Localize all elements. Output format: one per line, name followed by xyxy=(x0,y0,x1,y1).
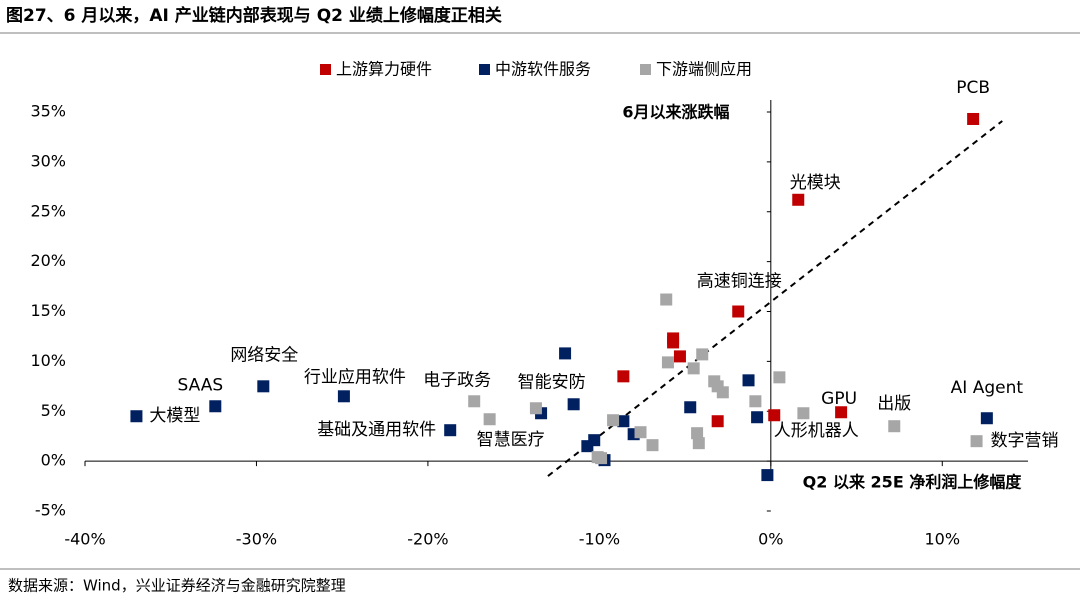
point-label: 行业应用软件 xyxy=(304,367,406,387)
y-tick-label: 10% xyxy=(30,351,66,370)
point-label: 出版 xyxy=(877,394,911,414)
point xyxy=(673,350,686,363)
source: 数据来源：Wind，兴业证券经济与金融研究院整理 xyxy=(8,577,346,595)
point xyxy=(617,370,630,383)
x-tick-label: 0% xyxy=(758,530,783,549)
point-label: AI Agent xyxy=(951,378,1024,398)
legend-label: 上游算力硬件 xyxy=(336,60,432,79)
point xyxy=(967,112,980,125)
point-label: 数字营销 xyxy=(991,431,1059,451)
x-tick-label: -40% xyxy=(64,530,105,549)
y-tick-label: 5% xyxy=(41,401,66,420)
point xyxy=(607,414,620,427)
x-tick-label: -10% xyxy=(579,530,620,549)
point xyxy=(209,400,222,413)
point xyxy=(980,412,993,425)
point xyxy=(529,402,542,415)
point xyxy=(768,409,781,422)
point-label: 大模型 xyxy=(149,406,200,426)
point-label: GPU xyxy=(821,389,857,409)
x-tick-label: -20% xyxy=(407,530,448,549)
point xyxy=(742,374,755,387)
point xyxy=(559,347,572,360)
y-tick-label: 25% xyxy=(30,201,66,220)
y-tick-label: -5% xyxy=(35,501,66,520)
legend-label: 下游端侧应用 xyxy=(656,60,752,79)
point xyxy=(797,407,810,420)
point xyxy=(732,305,745,318)
point xyxy=(692,437,705,450)
y-tick-label: 0% xyxy=(41,451,66,470)
point-label: 人形机器人 xyxy=(774,421,859,441)
y-axis-label: 6月以来涨跌幅 xyxy=(622,103,729,122)
point-label: PCB xyxy=(956,78,990,98)
point xyxy=(444,424,457,437)
point xyxy=(595,452,608,465)
point xyxy=(468,395,481,408)
legend-swatch xyxy=(640,64,651,75)
legend-swatch xyxy=(320,64,331,75)
point xyxy=(684,401,697,414)
point xyxy=(761,469,774,482)
point xyxy=(749,395,762,408)
point xyxy=(773,371,786,384)
point xyxy=(888,420,901,433)
x-tick-label: 10% xyxy=(924,530,960,549)
point xyxy=(751,411,764,424)
y-tick-label: 35% xyxy=(30,102,66,121)
point xyxy=(696,348,709,361)
point-label: 基础及通用软件 xyxy=(317,420,436,440)
point-label: 智能安防 xyxy=(518,372,586,392)
point xyxy=(567,398,580,411)
point xyxy=(716,386,729,399)
point-label: 网络安全 xyxy=(230,345,298,365)
point xyxy=(337,390,350,403)
chart-title: 图27、6 月以来，AI 产业链内部表现与 Q2 业绩上修幅度正相关 xyxy=(6,5,502,26)
point xyxy=(257,380,270,393)
y-tick-label: 30% xyxy=(30,151,66,170)
point xyxy=(711,415,724,428)
legend-label: 中游软件服务 xyxy=(495,60,591,79)
y-tick-label: 20% xyxy=(30,251,66,270)
trend-line xyxy=(547,120,1003,477)
point xyxy=(691,427,704,440)
point xyxy=(617,415,630,428)
point-label: 光模块 xyxy=(790,173,841,193)
point xyxy=(687,362,700,375)
point xyxy=(835,406,848,419)
x-tick-label: -30% xyxy=(236,530,277,549)
x-axis-label: Q2 以来 25E 净利润上修幅度 xyxy=(803,473,1023,492)
legend-swatch xyxy=(479,64,490,75)
point xyxy=(970,435,983,448)
point-label: 高速铜连接 xyxy=(697,272,782,292)
point xyxy=(634,426,647,439)
point xyxy=(483,413,496,426)
point xyxy=(588,434,601,447)
point xyxy=(660,293,673,306)
y-tick-label: 15% xyxy=(30,301,66,320)
point-label: SAAS xyxy=(177,375,223,395)
point xyxy=(792,193,805,206)
point-label: 电子政务 xyxy=(423,370,491,390)
point xyxy=(130,410,143,423)
point xyxy=(667,336,680,349)
point-label: 智慧医疗 xyxy=(477,430,545,450)
point xyxy=(646,439,659,452)
point xyxy=(661,356,674,369)
